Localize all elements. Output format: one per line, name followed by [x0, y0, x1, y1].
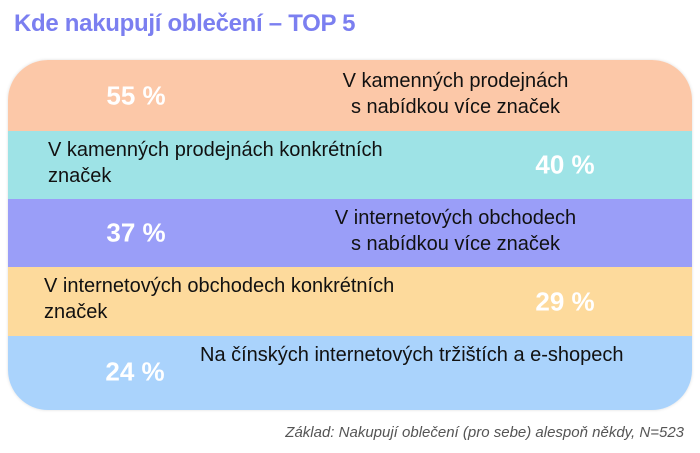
row-5: 24 % Na čínských internetových tržištích…: [8, 336, 692, 410]
label-line: V kamenných prodejnách konkrétních: [48, 139, 383, 161]
label-line: značek: [44, 301, 108, 323]
chart-title: Kde nakupují oblečení – TOP 5: [14, 10, 356, 37]
footnote: Základ: Nakupují oblečení (pro sebe) ale…: [285, 424, 684, 441]
row-1: 55 % V kamenných prodejnách s nabídkou v…: [8, 60, 692, 131]
row-2: 40 % V kamenných prodejnách konkrétních …: [8, 131, 692, 199]
label-line: značek: [48, 165, 112, 187]
row-label: V kamenných prodejnách konkrétních znače…: [48, 137, 383, 189]
row-3: 37 % V internetových obchodech s nabídko…: [8, 199, 692, 267]
percentage-label: 24 %: [105, 356, 165, 387]
label-line: Na čínských internetových tržištích a e-…: [200, 344, 624, 366]
row-label: V kamenných prodejnách s nabídkou více z…: [308, 68, 603, 120]
row-4: 29 % V internetových obchodech konkrétní…: [8, 267, 692, 336]
label-line: V internetových obchodech: [334, 207, 577, 229]
percentage-label: 55 %: [106, 80, 166, 110]
row-label: V internetových obchodech s nabídkou víc…: [298, 205, 613, 257]
percentage-label: 29 %: [535, 286, 595, 316]
percentage-label: 37 %: [106, 217, 166, 248]
ranking-list: 55 % V kamenných prodejnách s nabídkou v…: [8, 60, 692, 410]
label-line: V internetových obchodech konkrétních: [44, 275, 395, 297]
row-label: V internetových obchodech konkrétních zn…: [44, 273, 394, 325]
row-label: Na čínských internetových tržištích a e-…: [200, 342, 624, 368]
label-line: s nabídkou více značek: [350, 96, 560, 118]
label-line: s nabídkou více značek: [350, 233, 560, 255]
percentage-label: 40 %: [535, 149, 595, 180]
label-line: V kamenných prodejnách: [342, 70, 569, 92]
